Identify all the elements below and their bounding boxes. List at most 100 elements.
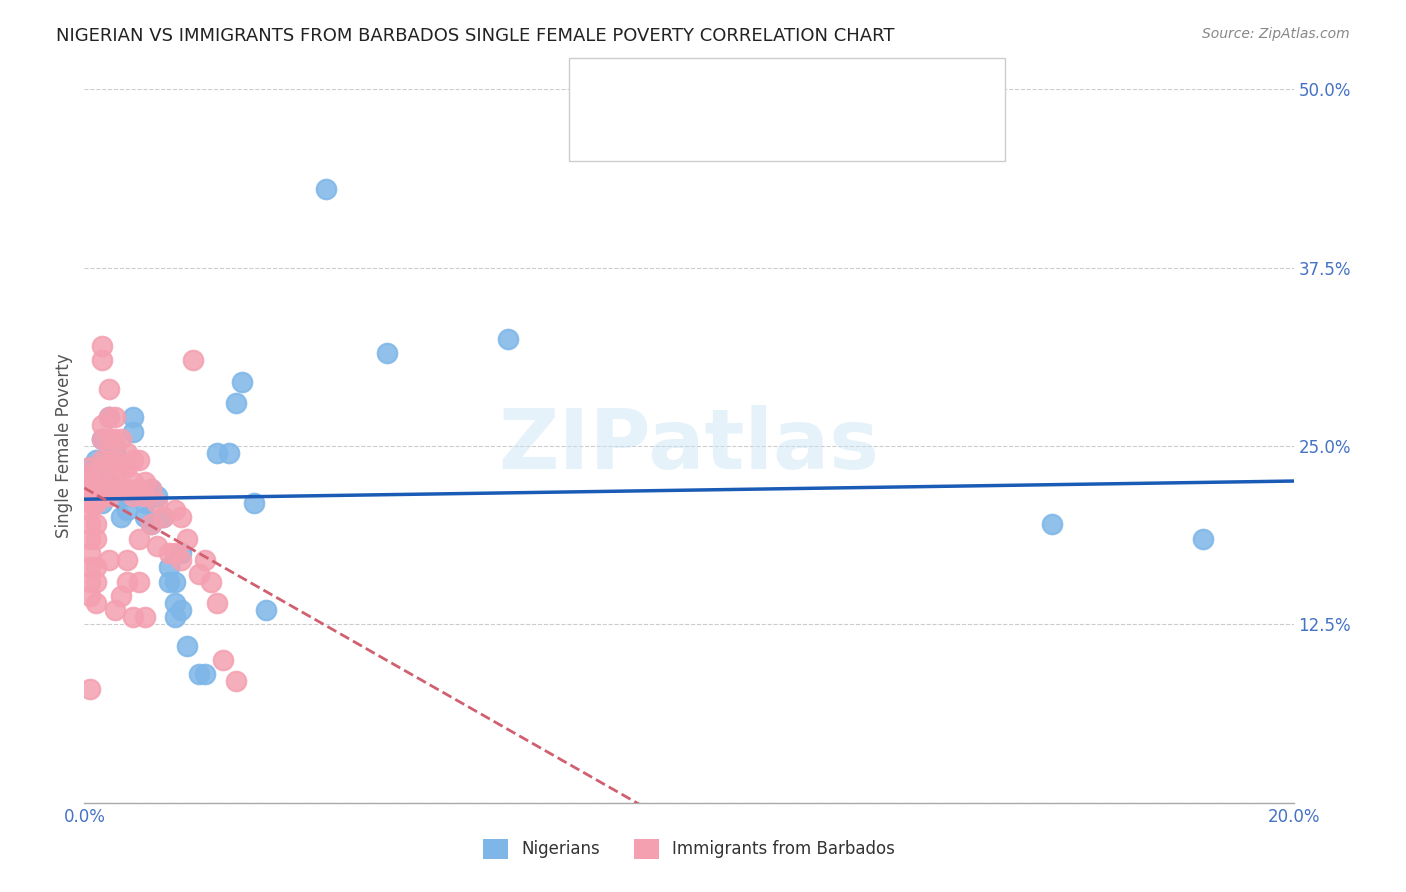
Point xyxy=(242,496,264,510)
Point xyxy=(121,475,143,489)
Legend: Nigerians, Immigrants from Barbados: Nigerians, Immigrants from Barbados xyxy=(477,832,901,866)
Point xyxy=(97,553,120,567)
Point xyxy=(212,653,235,667)
Point xyxy=(139,517,162,532)
Point xyxy=(91,489,114,503)
Point xyxy=(110,482,132,496)
Point xyxy=(91,467,114,482)
Point xyxy=(225,674,247,689)
Point xyxy=(188,667,211,681)
Point xyxy=(115,460,138,475)
Point xyxy=(104,467,127,482)
Text: R =: R = xyxy=(626,116,662,134)
Point xyxy=(79,546,101,560)
Point xyxy=(128,482,150,496)
Point xyxy=(207,446,229,460)
Point xyxy=(165,596,187,610)
Point xyxy=(91,460,114,475)
Point xyxy=(86,596,108,610)
Point xyxy=(91,432,114,446)
Point xyxy=(91,453,114,467)
Point xyxy=(146,489,169,503)
Point xyxy=(121,425,143,439)
Point xyxy=(86,532,108,546)
Point xyxy=(115,553,138,567)
Point xyxy=(97,453,120,467)
Point xyxy=(110,489,132,503)
Point xyxy=(86,496,108,510)
Point xyxy=(134,510,156,524)
Point xyxy=(115,489,138,503)
Point xyxy=(110,460,132,475)
Point xyxy=(115,574,138,589)
Point xyxy=(79,475,101,489)
Point xyxy=(79,467,101,482)
Point xyxy=(1040,517,1063,532)
Point xyxy=(110,510,132,524)
Point xyxy=(139,482,162,496)
Point xyxy=(86,453,108,467)
Point xyxy=(134,610,156,624)
Point xyxy=(110,432,132,446)
Point xyxy=(157,546,180,560)
Point xyxy=(134,489,156,503)
Point xyxy=(146,496,169,510)
Point xyxy=(104,482,127,496)
Point xyxy=(121,410,143,425)
Point xyxy=(188,567,211,582)
Point xyxy=(152,510,174,524)
Point xyxy=(200,574,222,589)
Point xyxy=(79,482,101,496)
Point xyxy=(165,574,187,589)
Point xyxy=(1192,532,1215,546)
Point xyxy=(79,560,101,574)
Point xyxy=(170,603,193,617)
Text: NIGERIAN VS IMMIGRANTS FROM BARBADOS SINGLE FEMALE POVERTY CORRELATION CHART: NIGERIAN VS IMMIGRANTS FROM BARBADOS SIN… xyxy=(56,27,894,45)
Point xyxy=(86,560,108,574)
Text: 81: 81 xyxy=(801,116,824,134)
Point xyxy=(104,603,127,617)
Point xyxy=(110,589,132,603)
Point xyxy=(121,453,143,467)
Point xyxy=(86,517,108,532)
Point xyxy=(79,589,101,603)
Y-axis label: Single Female Poverty: Single Female Poverty xyxy=(55,354,73,538)
Point xyxy=(170,546,193,560)
Point xyxy=(231,375,253,389)
Point xyxy=(97,432,120,446)
Point xyxy=(97,475,120,489)
Point xyxy=(104,453,127,467)
Point xyxy=(207,596,229,610)
Point xyxy=(91,417,114,432)
Point xyxy=(86,489,108,503)
Point xyxy=(91,339,114,353)
Text: 0.022: 0.022 xyxy=(675,116,727,134)
Point xyxy=(128,453,150,467)
Point xyxy=(79,489,101,503)
Point xyxy=(218,446,240,460)
Text: Source: ZipAtlas.com: Source: ZipAtlas.com xyxy=(1202,27,1350,41)
Text: R =: R = xyxy=(626,78,662,96)
Point xyxy=(128,482,150,496)
Point xyxy=(97,410,120,425)
Text: N =: N = xyxy=(749,116,786,134)
Point xyxy=(86,574,108,589)
Point xyxy=(97,489,120,503)
Point xyxy=(128,532,150,546)
Point xyxy=(139,482,162,496)
Point xyxy=(157,574,180,589)
Point xyxy=(165,503,187,517)
Point xyxy=(104,439,127,453)
Point xyxy=(496,332,519,346)
Point xyxy=(97,382,120,396)
Point xyxy=(170,553,193,567)
Point xyxy=(157,560,180,574)
Point xyxy=(176,532,198,546)
Point xyxy=(176,639,198,653)
Point xyxy=(115,446,138,460)
Point xyxy=(165,546,187,560)
Point xyxy=(79,532,101,546)
Point xyxy=(79,496,101,510)
Point xyxy=(194,667,217,681)
Point xyxy=(139,517,162,532)
